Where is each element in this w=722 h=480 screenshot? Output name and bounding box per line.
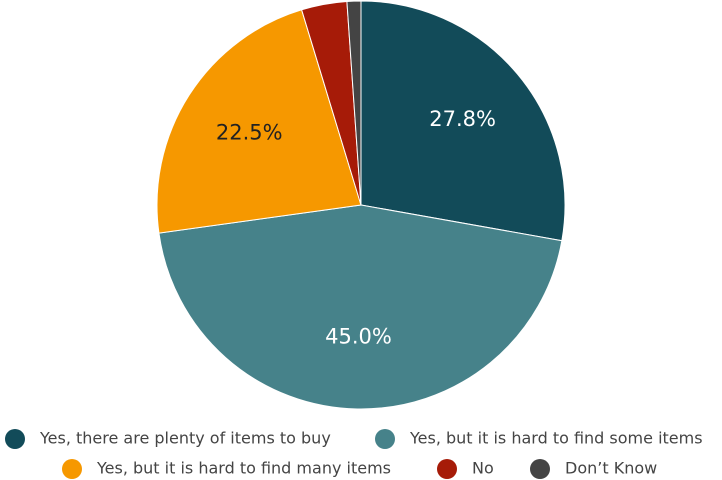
data-label: 45.0% [325,325,392,349]
legend-swatch [375,429,395,449]
legend-label: Yes, there are plenty of items to buy [39,429,331,448]
legend-swatch [530,459,550,479]
legend-label: No [472,459,494,478]
data-label: 22.5% [216,121,283,145]
legend-label: Yes, but it is hard to find many items [96,459,391,478]
pie-slice [156,9,362,234]
legend-swatch [437,459,457,479]
legend-swatch [5,429,25,449]
data-label: 27.8% [429,107,496,131]
legend-label: Yes, but it is hard to find some items [409,429,703,448]
pie-slice [158,204,563,410]
pie-slice [346,0,362,206]
legend-label: Don’t Know [565,459,657,478]
pie-slice [360,0,566,242]
legend-swatch [62,459,82,479]
